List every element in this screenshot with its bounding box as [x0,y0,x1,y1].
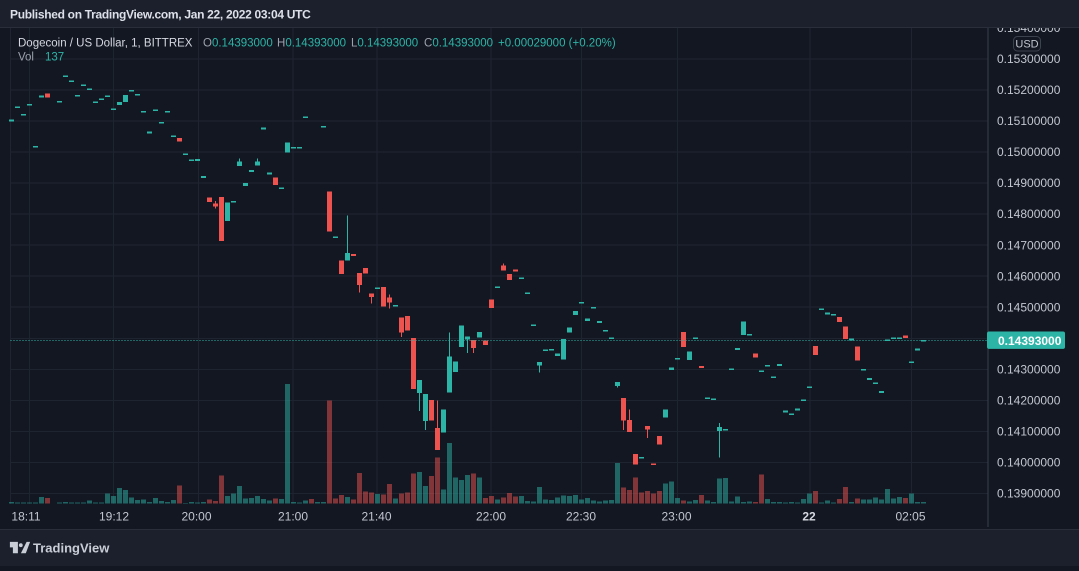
svg-text:USD: USD [1015,39,1038,51]
svg-text:0.14500000: 0.14500000 [997,300,1061,314]
svg-text:22:30: 22:30 [566,510,596,524]
svg-text:0.13900000: 0.13900000 [997,487,1061,501]
svg-text:0.14100000: 0.14100000 [997,425,1061,439]
svg-text:23:00: 23:00 [661,510,691,524]
svg-text:0.15100000: 0.15100000 [997,114,1061,128]
svg-text:Published on TradingView.com,: Published on TradingView.com, Jan 22, 20… [10,8,311,22]
svg-text:02:05: 02:05 [895,510,925,524]
svg-text:0.15300000: 0.15300000 [997,52,1061,66]
svg-text:0.14900000: 0.14900000 [997,176,1061,190]
svg-text:0.15200000: 0.15200000 [997,83,1061,97]
svg-text:19:12: 19:12 [99,510,129,524]
svg-text:18:11: 18:11 [11,510,40,524]
svg-text:22: 22 [802,510,816,524]
svg-text:20:00: 20:00 [181,510,211,524]
svg-text:0.14393000: 0.14393000 [998,334,1062,348]
svg-text:TradingView: TradingView [33,541,110,556]
svg-text:0.14200000: 0.14200000 [997,394,1061,408]
svg-text:0.14700000: 0.14700000 [997,238,1061,252]
svg-text:0.14600000: 0.14600000 [997,269,1061,283]
svg-text:21:00: 21:00 [278,510,308,524]
svg-text:L0.14393000: L0.14393000 [351,38,418,50]
svg-text:0.15000000: 0.15000000 [997,145,1061,159]
svg-text:22:00: 22:00 [476,510,506,524]
svg-text:0.14000000: 0.14000000 [997,456,1061,470]
svg-text:Dogecoin / US Dollar, 1, BITTR: Dogecoin / US Dollar, 1, BITTREX [18,38,193,50]
svg-text:+0.00029000 (+0.20%): +0.00029000 (+0.20%) [498,38,616,50]
svg-text:O0.14393000: O0.14393000 [203,38,273,50]
svg-text:C0.14393000: C0.14393000 [424,38,493,50]
svg-text:21:40: 21:40 [361,510,391,524]
svg-text:0.14800000: 0.14800000 [997,207,1061,221]
svg-text:0.14300000: 0.14300000 [997,363,1061,377]
svg-text:H0.14393000: H0.14393000 [277,38,346,50]
